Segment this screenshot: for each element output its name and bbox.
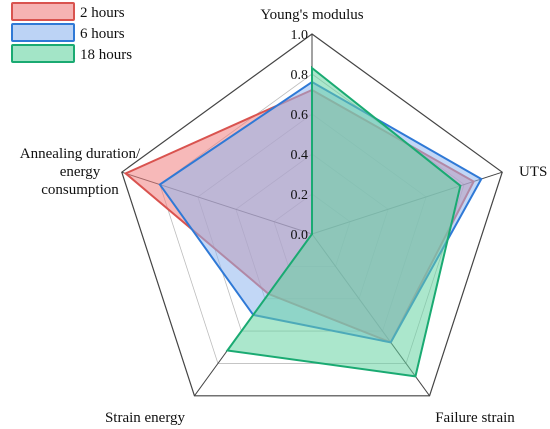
legend-label: 6 hours [80, 26, 125, 42]
tick-label: 0.8 [291, 68, 309, 83]
legend-swatch [11, 2, 75, 21]
legend-swatch [11, 23, 75, 42]
series-area-2 [225, 65, 462, 378]
axis-label-0: Young's modulus [260, 7, 363, 23]
legend: 2 hours 6 hours 18 hours [11, 2, 132, 63]
radial-tick-labels: 0.0 0.2 0.4 0.6 0.8 1.0 [291, 28, 309, 243]
legend-swatch [11, 44, 75, 63]
axis-label-1: UTS [519, 164, 547, 180]
radar-series [123, 65, 483, 378]
tick-label: 0.6 [291, 108, 309, 123]
tick-label: 0.4 [291, 148, 309, 163]
axis-label-4: Annealing duration/energy consumption [20, 146, 141, 198]
tick-label: 1.0 [291, 28, 309, 43]
legend-label: 18 hours [80, 47, 132, 63]
axis-label-3: Strain energy [105, 410, 186, 426]
legend-label: 2 hours [80, 5, 125, 21]
axis-label-2: Failure strain [435, 410, 515, 426]
tick-label: 0.0 [291, 228, 309, 243]
axis-labels: Young's modulus UTS Failure strain Strain e… [20, 7, 548, 426]
tick-label: 0.2 [291, 188, 309, 203]
grid-ring-5 [121, 33, 503, 397]
